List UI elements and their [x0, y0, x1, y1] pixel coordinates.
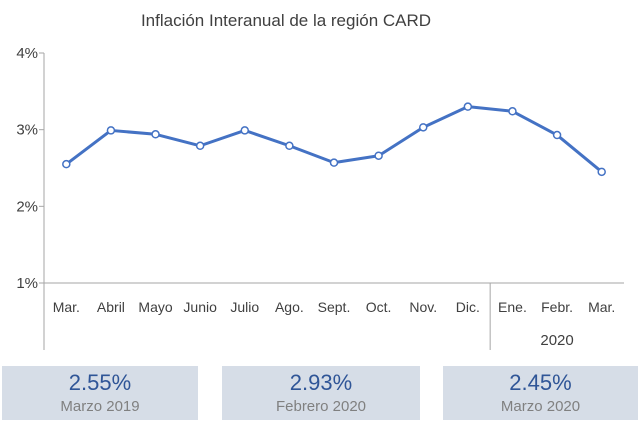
y-tick-label: 1% [16, 275, 38, 292]
data-point [285, 141, 294, 151]
x-tick-label: Mayo [138, 299, 172, 315]
stat-value: 2.45% [509, 370, 572, 395]
x-tick-label: Mar. [588, 299, 615, 315]
stat-label: Marzo 2020 [500, 398, 581, 415]
chart-axes [43, 53, 624, 350]
stat-value: 2.93% [289, 370, 353, 395]
chart-title: Inflación Interanual de la región CARD [141, 11, 431, 30]
data-point [106, 126, 116, 135]
data-point [62, 159, 71, 169]
data-point [151, 130, 160, 139]
x-tick-label: Nov. [409, 299, 437, 315]
x-tick-label: Oct. [366, 299, 392, 315]
stat-card-febrero-2020: 2.93% Febrero 2020 [222, 366, 420, 420]
x-tick-label: Febr. [541, 299, 573, 315]
x-tick-label: Sept. [318, 299, 351, 315]
y-tick-label: 2% [16, 198, 38, 215]
x-tick-label: Ago. [275, 299, 304, 315]
stat-card-marzo-2019: 2.55% Marzo 2019 [2, 366, 198, 420]
line-chart: Inflación Interanual de la región CARD 4… [16, 11, 624, 350]
data-point [508, 107, 517, 116]
stat-label: Febrero 2020 [275, 398, 367, 415]
x-axis-ticks: Mar. Abril Mayo Junio Julio Ago. Sept. Oct. Nov.… [53, 299, 616, 349]
x-tick-label: Junio [183, 299, 217, 315]
data-point [329, 158, 339, 167]
stat-label: Marzo 2019 [60, 398, 140, 415]
x-tick-label: Ene. [498, 299, 527, 315]
stat-value: 2.55% [68, 370, 132, 395]
data-point [195, 141, 205, 151]
stat-card-marzo-2020: 2.45% Marzo 2020 [443, 366, 638, 420]
x-tick-label: Dic. [456, 299, 480, 315]
x-tick-label: Abril [97, 299, 125, 315]
data-point [463, 102, 473, 111]
data-point [418, 123, 428, 132]
x-tick-label: Mar. [53, 299, 80, 315]
x-tick-label: Julio [230, 299, 259, 315]
y-tick-label: 4% [16, 45, 38, 62]
series-layer [62, 102, 606, 177]
y-axis-ticks: 4% 3% 2% 1% [16, 45, 44, 292]
data-point [240, 126, 250, 135]
data-point [374, 151, 383, 160]
data-point [597, 167, 606, 177]
data-point [552, 130, 562, 140]
y-tick-label: 3% [16, 122, 38, 139]
x-group-label: 2020 [540, 332, 573, 349]
